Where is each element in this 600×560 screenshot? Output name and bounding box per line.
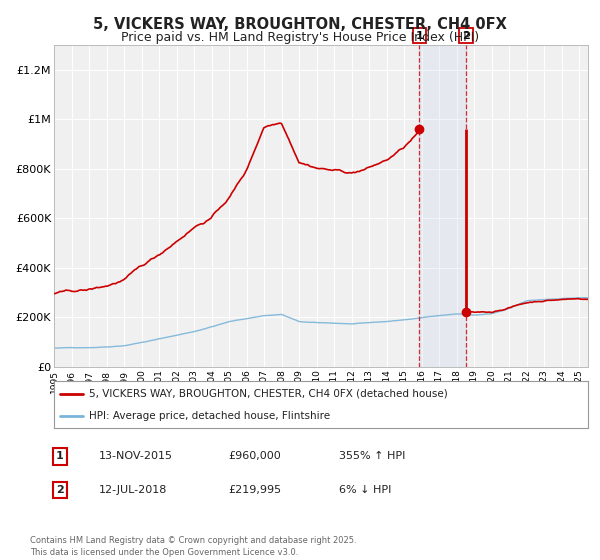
- Text: 12-JUL-2018: 12-JUL-2018: [99, 485, 167, 495]
- Text: Contains HM Land Registry data © Crown copyright and database right 2025.
This d: Contains HM Land Registry data © Crown c…: [30, 536, 356, 557]
- Text: 1: 1: [416, 31, 423, 41]
- Text: 5, VICKERS WAY, BROUGHTON, CHESTER, CH4 0FX (detached house): 5, VICKERS WAY, BROUGHTON, CHESTER, CH4 …: [89, 389, 448, 399]
- Text: Price paid vs. HM Land Registry's House Price Index (HPI): Price paid vs. HM Land Registry's House …: [121, 31, 479, 44]
- Bar: [419, 45, 466, 367]
- Text: £960,000: £960,000: [228, 451, 281, 461]
- Text: 2: 2: [56, 485, 64, 495]
- Text: HPI: Average price, detached house, Flintshire: HPI: Average price, detached house, Flin…: [89, 410, 330, 421]
- Text: 13-NOV-2015: 13-NOV-2015: [99, 451, 173, 461]
- Text: 5, VICKERS WAY, BROUGHTON, CHESTER, CH4 0FX: 5, VICKERS WAY, BROUGHTON, CHESTER, CH4 …: [93, 17, 507, 32]
- Text: 1: 1: [56, 451, 64, 461]
- Text: 2: 2: [462, 31, 470, 41]
- Text: 6% ↓ HPI: 6% ↓ HPI: [339, 485, 391, 495]
- Text: £219,995: £219,995: [228, 485, 281, 495]
- Text: 355% ↑ HPI: 355% ↑ HPI: [339, 451, 406, 461]
